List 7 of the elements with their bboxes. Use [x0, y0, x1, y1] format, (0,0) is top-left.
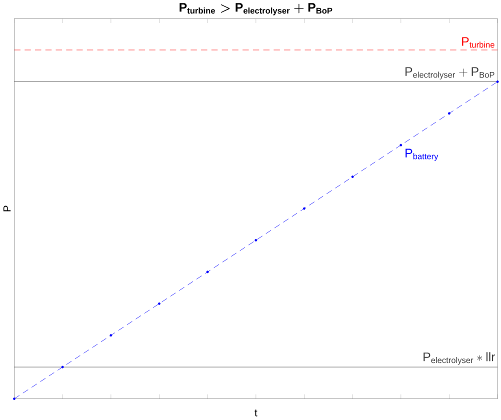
ref-line-label: $\mathrm{P}_{\mathrm{electrolyser}} * \mathrm{llr}$ — [424, 352, 496, 365]
series-label: P$_{battery}$ — [406, 148, 438, 162]
ref-line-label: $\mathrm{P}_{\mathrm{electrolyser}} + \mathrm{P}_{\mathrm{BoP}}$ — [405, 67, 494, 80]
chart-title: $\mathbf{P}_{\mathbf{turbine}} > \mathbf{P}_{\mathbf{electrolyser}} + \mathbf{P}_{\mathbf{BoP}}$ — [180, 3, 332, 16]
x-axis-title: t — [254, 410, 258, 416]
y-axis-title: P — [3, 206, 11, 212]
ref-line-label: $\mathrm{P}_{\mathrm{turbine}}$ — [462, 37, 494, 48]
